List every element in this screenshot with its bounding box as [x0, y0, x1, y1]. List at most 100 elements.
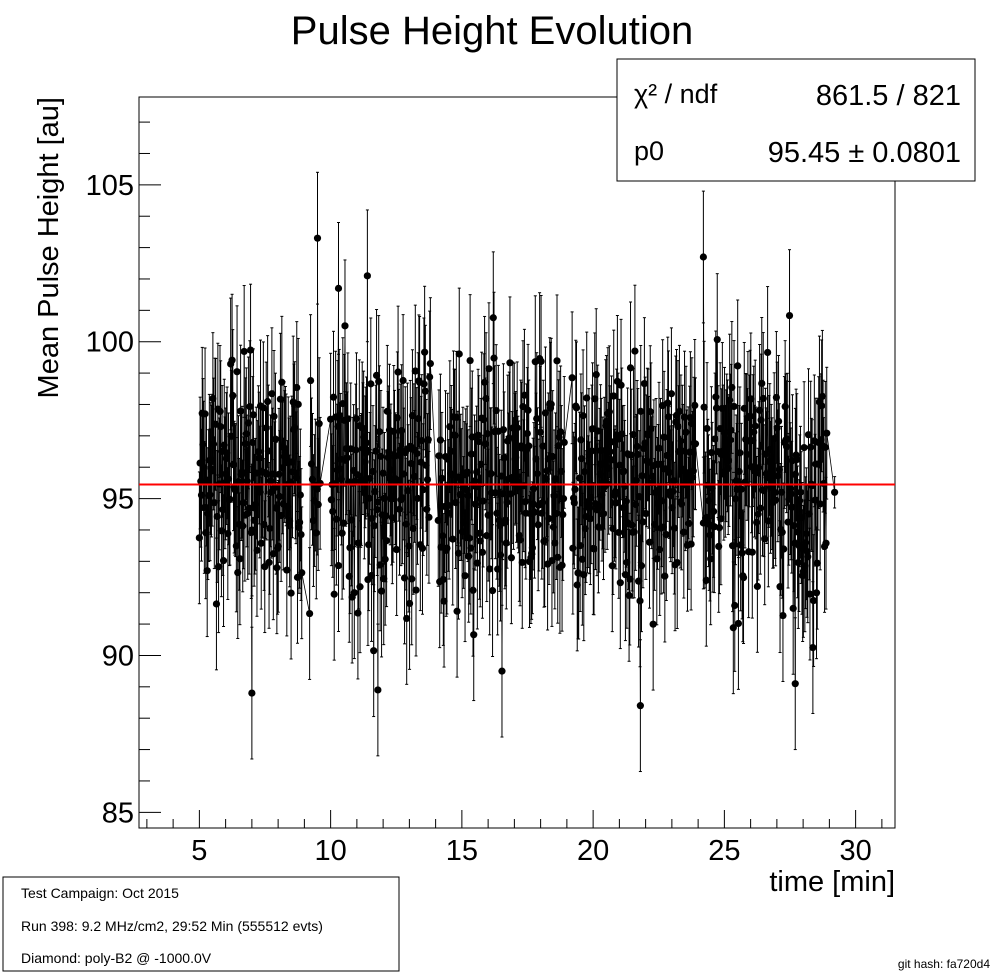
- data-point: [753, 582, 761, 591]
- data-point: [271, 435, 280, 443]
- data-point: [229, 391, 237, 400]
- data-point: [518, 558, 526, 567]
- data-point: [350, 589, 358, 597]
- data-point: [731, 495, 740, 503]
- data-point: [625, 591, 633, 599]
- data-point: [485, 365, 493, 373]
- data-point: [687, 540, 695, 548]
- chart-title: Pulse Height Evolution: [291, 9, 693, 53]
- data-point: [370, 647, 378, 655]
- data-point: [606, 448, 614, 456]
- y-tick-label: 85: [102, 797, 134, 829]
- data-point: [314, 500, 322, 509]
- data-point: [533, 414, 541, 423]
- data-point: [626, 364, 635, 372]
- data-point: [240, 347, 248, 356]
- data-point: [547, 400, 555, 408]
- data-point: [264, 397, 272, 406]
- data-point: [338, 529, 346, 537]
- data-point: [525, 442, 533, 450]
- data-point: [341, 322, 349, 330]
- data-point: [203, 567, 211, 575]
- y-tick-label: 105: [86, 170, 134, 202]
- data-point: [699, 253, 707, 261]
- data-point: [610, 392, 618, 400]
- data-point: [413, 449, 421, 458]
- data-point: [831, 488, 839, 496]
- data-point: [636, 702, 644, 710]
- data-point: [315, 420, 323, 428]
- data-point: [293, 383, 301, 392]
- git-hash: git hash: fa720d4: [898, 957, 990, 971]
- data-point: [806, 590, 814, 598]
- data-point: [608, 562, 616, 570]
- data-point: [664, 399, 672, 407]
- data-point: [629, 431, 638, 439]
- data-point: [273, 564, 281, 572]
- data-point: [381, 555, 389, 563]
- info-diamond: Diamond: poly-B2 @ -1000.0V: [21, 950, 212, 966]
- data-point: [738, 549, 746, 557]
- data-point: [778, 528, 786, 536]
- y-axis-label: Mean Pulse Height [au]: [33, 97, 65, 398]
- data-point: [821, 443, 829, 451]
- y-tick-label: 90: [102, 640, 134, 672]
- stats-p0-label: p0: [634, 136, 664, 166]
- y-tick-label: 100: [86, 327, 134, 359]
- data-point: [703, 424, 711, 433]
- data-point: [367, 380, 375, 388]
- data-point: [809, 643, 817, 652]
- data-point: [334, 284, 343, 292]
- data-point: [438, 474, 446, 482]
- data-point: [219, 557, 228, 565]
- data-point: [313, 234, 322, 242]
- data-layer: [195, 171, 839, 773]
- data-point: [405, 542, 413, 550]
- data-point: [292, 474, 300, 482]
- data-point: [506, 359, 514, 367]
- x-axis-label: time [min]: [769, 866, 895, 898]
- data-point: [257, 539, 265, 547]
- data-point: [812, 589, 821, 597]
- data-point: [713, 335, 721, 344]
- data-point: [236, 555, 244, 563]
- data-point: [373, 506, 381, 514]
- data-point: [210, 499, 218, 507]
- data-point: [393, 545, 401, 554]
- data-point: [365, 494, 373, 502]
- data-point: [466, 356, 474, 365]
- data-point: [545, 515, 553, 523]
- data-point: [822, 539, 830, 547]
- data-point: [553, 357, 561, 365]
- stats-p0-value: 95.45 ± 0.0801: [768, 137, 961, 169]
- data-point: [700, 403, 708, 411]
- data-point: [344, 415, 352, 423]
- data-point: [791, 680, 799, 688]
- data-point: [214, 563, 223, 571]
- data-point: [507, 554, 515, 562]
- stats-box: χ² / ndf 861.5 / 821 p0 95.45 ± 0.0801: [616, 58, 976, 182]
- data-point: [715, 524, 724, 532]
- data-point: [411, 367, 419, 375]
- data-point: [426, 373, 434, 381]
- x-tick-label: 10: [314, 835, 346, 867]
- data-point: [560, 438, 568, 446]
- data-point: [780, 545, 788, 553]
- data-point: [499, 426, 508, 434]
- data-point: [316, 479, 324, 487]
- data-point: [734, 619, 743, 628]
- data-point: [248, 689, 256, 697]
- data-point: [470, 631, 478, 639]
- data-point: [691, 440, 700, 448]
- data-point: [403, 614, 411, 623]
- data-point: [421, 387, 429, 395]
- data-point: [465, 534, 473, 542]
- data-point: [558, 561, 566, 569]
- data-point: [599, 510, 608, 518]
- data-point: [486, 565, 494, 573]
- data-point: [436, 436, 445, 444]
- data-point: [475, 529, 484, 537]
- data-point: [661, 572, 669, 580]
- data-point: [537, 357, 545, 365]
- data-point: [807, 443, 815, 451]
